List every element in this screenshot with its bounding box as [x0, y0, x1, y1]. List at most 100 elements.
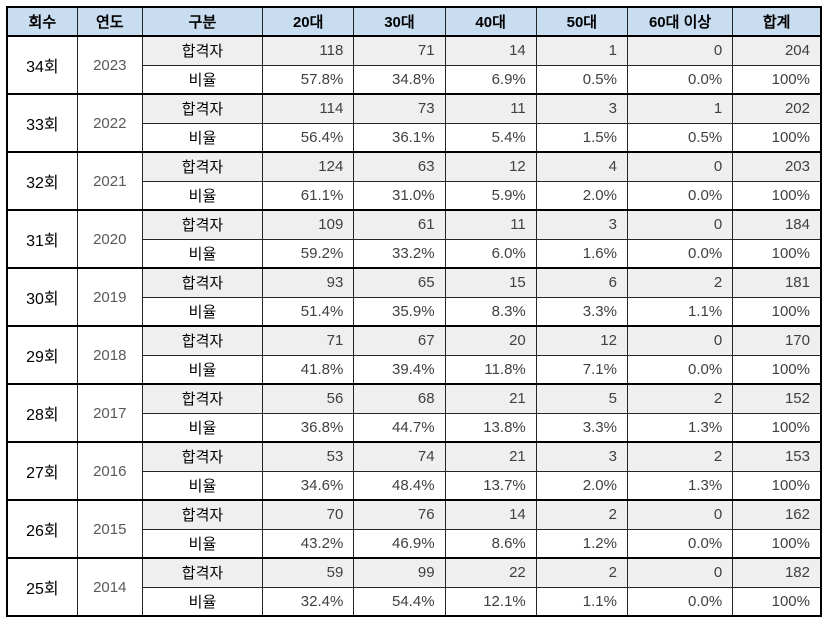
ratio-value-cell: 100%: [732, 296, 822, 327]
passers-value-cell: 56: [262, 383, 355, 414]
passers-value-cell: 2: [626, 441, 734, 472]
ratio-value-cell: 51.4%: [262, 296, 355, 327]
passers-value-cell: 203: [732, 151, 822, 182]
year-cell: 2022: [76, 93, 143, 153]
passers-value-cell: 153: [732, 441, 822, 472]
header-cell: 회수: [6, 6, 78, 37]
ratio-row: 비율 41.8% 39.4% 11.8% 7.1% 0.0% 100%: [7, 354, 822, 385]
ratio-value-cell: 56.4%: [262, 122, 355, 153]
passers-value-cell: 184: [732, 209, 822, 240]
passers-value-cell: 152: [732, 383, 822, 414]
header-cell: 구분: [141, 6, 264, 37]
passers-row: 26회 2015 합격자 70 76 14 2 0 162: [6, 499, 822, 559]
ratio-value-cell: 0.5%: [626, 122, 734, 153]
ratio-value-cell: 100%: [732, 470, 822, 501]
ratio-value-cell: 43.2%: [262, 528, 355, 559]
ratio-value-cell: 59.2%: [262, 238, 355, 269]
ratio-value-cell: 1.6%: [535, 238, 628, 269]
table-header: 회수 연도 구분 20대 30대 40대 50대 60대 이상 합계: [6, 6, 822, 37]
ratio-value-cell: 0.0%: [626, 238, 734, 269]
passers-value-cell: 73: [353, 93, 446, 124]
ratio-value-cell: 1.3%: [626, 470, 734, 501]
row-label-ratio: 비율: [141, 354, 264, 385]
passers-value-cell: 2: [626, 383, 734, 414]
passers-value-cell: 93: [262, 267, 355, 298]
passers-value-cell: 3: [535, 93, 628, 124]
round-cell: 29회: [6, 325, 78, 385]
passers-value-cell: 204: [732, 35, 822, 66]
ratio-value-cell: 48.4%: [353, 470, 446, 501]
row-label-passers: 합격자: [141, 383, 264, 414]
ratio-value-cell: 34.8%: [353, 64, 446, 95]
header-cell: 40대: [444, 6, 537, 37]
ratio-value-cell: 1.2%: [535, 528, 628, 559]
passers-value-cell: 0: [626, 557, 734, 588]
passers-value-cell: 65: [353, 267, 446, 298]
ratio-row: 비율 59.2% 33.2% 6.0% 1.6% 0.0% 100%: [7, 238, 822, 269]
ratio-value-cell: 100%: [732, 122, 822, 153]
row-label-passers: 합격자: [141, 325, 264, 356]
table-body: 34회 2023 합격자 118 71 14 1 0 204 비율 57.8% 34.8% 6.9% 0.…: [6, 35, 822, 617]
passers-value-cell: 70: [262, 499, 355, 530]
ratio-value-cell: 7.1%: [535, 354, 628, 385]
passers-row: 29회 2018 합격자 71 67 20 12 0 170: [6, 325, 822, 385]
passers-value-cell: 53: [262, 441, 355, 472]
ratio-value-cell: 11.8%: [444, 354, 537, 385]
round-cell: 31회: [6, 209, 78, 269]
passers-value-cell: 12: [444, 151, 537, 182]
passers-value-cell: 71: [353, 35, 446, 66]
header-cell: 30대: [353, 6, 446, 37]
ratio-value-cell: 5.9%: [444, 180, 537, 211]
ratio-value-cell: 3.3%: [535, 296, 628, 327]
passers-row: 34회 2023 합격자 118 71 14 1 0 204: [6, 35, 822, 95]
ratio-value-cell: 100%: [732, 354, 822, 385]
row-label-ratio: 비율: [141, 238, 264, 269]
ratio-row: 비율 61.1% 31.0% 5.9% 2.0% 0.0% 100%: [7, 180, 822, 211]
ratio-row: 비율 56.4% 36.1% 5.4% 1.5% 0.5% 100%: [7, 122, 822, 153]
ratio-value-cell: 1.1%: [626, 296, 734, 327]
ratio-value-cell: 0.0%: [626, 354, 734, 385]
passers-row: 27회 2016 합격자 53 74 21 3 2 153: [6, 441, 822, 501]
ratio-value-cell: 31.0%: [353, 180, 446, 211]
round-cell: 33회: [6, 93, 78, 153]
passers-value-cell: 22: [444, 557, 537, 588]
ratio-value-cell: 1.1%: [535, 586, 628, 617]
ratio-value-cell: 8.6%: [444, 528, 537, 559]
header-cell: 연도: [76, 6, 143, 37]
passers-value-cell: 6: [535, 267, 628, 298]
ratio-row: 비율 51.4% 35.9% 8.3% 3.3% 1.1% 100%: [7, 296, 822, 327]
ratio-value-cell: 3.3%: [535, 412, 628, 443]
ratio-value-cell: 100%: [732, 238, 822, 269]
ratio-value-cell: 0.0%: [626, 586, 734, 617]
passers-value-cell: 1: [535, 35, 628, 66]
passers-value-cell: 182: [732, 557, 822, 588]
ratio-value-cell: 39.4%: [353, 354, 446, 385]
passers-value-cell: 118: [262, 35, 355, 66]
passers-value-cell: 12: [535, 325, 628, 356]
ratio-row: 비율 34.6% 48.4% 13.7% 2.0% 1.3% 100%: [7, 470, 822, 501]
passers-value-cell: 61: [353, 209, 446, 240]
header-row: 회수 연도 구분 20대 30대 40대 50대 60대 이상 합계: [6, 6, 822, 37]
passers-value-cell: 15: [444, 267, 537, 298]
passers-value-cell: 21: [444, 441, 537, 472]
round-cell: 34회: [6, 35, 78, 95]
year-cell: 2014: [76, 557, 143, 617]
passers-value-cell: 20: [444, 325, 537, 356]
passers-value-cell: 0: [626, 325, 734, 356]
ratio-value-cell: 46.9%: [353, 528, 446, 559]
header-cell: 20대: [262, 6, 355, 37]
year-cell: 2018: [76, 325, 143, 385]
ratio-value-cell: 100%: [732, 180, 822, 211]
row-label-ratio: 비율: [141, 412, 264, 443]
year-cell: 2015: [76, 499, 143, 559]
ratio-value-cell: 41.8%: [262, 354, 355, 385]
row-label-ratio: 비율: [141, 64, 264, 95]
passers-value-cell: 124: [262, 151, 355, 182]
ratio-row: 비율 57.8% 34.8% 6.9% 0.5% 0.0% 100%: [7, 64, 822, 95]
ratio-value-cell: 36.8%: [262, 412, 355, 443]
passers-row: 28회 2017 합격자 56 68 21 5 2 152: [6, 383, 822, 443]
round-cell: 28회: [6, 383, 78, 443]
passers-value-cell: 0: [626, 209, 734, 240]
round-cell: 25회: [6, 557, 78, 617]
passers-value-cell: 202: [732, 93, 822, 124]
